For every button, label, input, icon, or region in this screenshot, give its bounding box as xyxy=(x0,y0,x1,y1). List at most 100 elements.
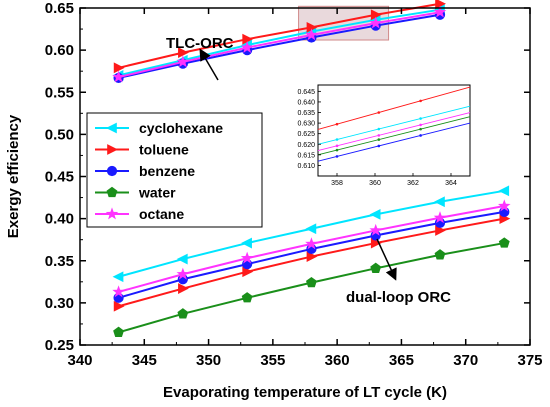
inset-x-tick-label: 362 xyxy=(407,180,419,187)
x-tick-label: 365 xyxy=(389,352,414,369)
legend-marker-toluene xyxy=(107,144,118,155)
data-point-octane-dual-5 xyxy=(433,211,447,224)
inset-frame xyxy=(317,84,471,177)
inset-point-cyclohexane-2 xyxy=(419,117,422,120)
inset-point-toluene-0 xyxy=(335,122,339,126)
inset-y-tick-label: 0.625 xyxy=(297,131,315,138)
inset-y-tick-label: 0.610 xyxy=(297,163,315,170)
inset-y-tick-label: 0.630 xyxy=(297,121,315,128)
data-point-water-dual-3 xyxy=(306,276,317,288)
inset-y-tick-label: 0.615 xyxy=(297,152,315,159)
data-point-octane-tlc-1 xyxy=(176,55,190,68)
data-point-toluene-tlc-0 xyxy=(113,62,125,74)
data-point-cyclohexane-dual-5 xyxy=(434,196,445,208)
data-point-toluene-tlc-3 xyxy=(306,21,318,33)
x-tick-label: 360 xyxy=(325,352,350,369)
inset-y-tick-label: 0.640 xyxy=(297,99,315,106)
data-point-octane-tlc-3 xyxy=(305,28,318,41)
annotation-dual-loop-orc: dual-loop ORC xyxy=(346,289,451,306)
y-tick-label: 0.65 xyxy=(45,0,74,17)
data-point-octane-dual-2 xyxy=(240,251,254,264)
inset-point-cyclohexane-1 xyxy=(377,127,381,131)
y-tick-label: 0.45 xyxy=(45,169,74,186)
data-point-octane-dual-4 xyxy=(369,223,382,236)
y-axis-title: Exergy efficiency xyxy=(5,114,22,238)
annotation-tlc-orc: TLC-ORC xyxy=(166,35,234,52)
legend-marker-octane xyxy=(105,207,119,220)
data-point-octane-dual-0 xyxy=(112,285,125,298)
y-tick-label: 0.40 xyxy=(45,211,74,228)
legend-label-toluene: toluene xyxy=(139,142,189,158)
y-tick-label: 0.60 xyxy=(45,42,74,59)
legend-label-octane: octane xyxy=(139,206,184,222)
x-tick-label: 370 xyxy=(453,352,478,369)
data-point-water-dual-6 xyxy=(498,237,510,248)
data-point-water-dual-2 xyxy=(241,292,253,303)
data-point-toluene-dual-2 xyxy=(242,266,254,278)
data-point-octane-tlc-4 xyxy=(369,16,382,29)
inset-point-toluene-1 xyxy=(377,111,381,114)
data-point-toluene-dual-0 xyxy=(113,300,125,312)
data-point-cyclohexane-dual-1 xyxy=(176,253,188,265)
inset-point-water-0 xyxy=(335,148,339,152)
data-point-octane-dual-1 xyxy=(176,267,190,280)
y-tick-label: 0.35 xyxy=(45,253,74,270)
inset-point-benzene-1 xyxy=(377,144,381,148)
inset-point-water-1 xyxy=(377,138,381,141)
data-point-toluene-tlc-5 xyxy=(435,0,446,10)
data-point-octane-dual-6 xyxy=(498,199,511,212)
inset-x-tick-label: 358 xyxy=(331,180,343,187)
y-tick-label: 0.50 xyxy=(45,126,74,143)
data-point-water-dual-0 xyxy=(113,326,124,337)
legend-marker-benzene xyxy=(106,165,118,177)
legend-label-water: water xyxy=(138,185,176,201)
annotation-arrow-dual xyxy=(376,238,397,281)
data-point-toluene-dual-3 xyxy=(306,251,318,262)
series-line-cyclohexane-tlc xyxy=(118,8,441,77)
data-point-octane-dual-3 xyxy=(305,237,318,250)
data-point-cyclohexane-dual-3 xyxy=(305,223,317,235)
inset-point-octane-0 xyxy=(335,144,339,148)
y-tick-label: 0.30 xyxy=(45,295,74,312)
inset-point-cyclohexane-0 xyxy=(335,138,339,141)
data-point-cyclohexane-dual-0 xyxy=(112,271,124,283)
data-point-water-dual-1 xyxy=(177,308,189,319)
data-point-water-dual-5 xyxy=(434,249,446,260)
series-line-benzene-tlc xyxy=(118,13,441,79)
y-tick-label: 0.55 xyxy=(45,84,74,101)
inset-y-tick-label: 0.645 xyxy=(297,89,315,96)
data-point-water-dual-4 xyxy=(370,262,382,273)
data-point-cyclohexane-dual-6 xyxy=(498,185,510,197)
x-tick-label: 355 xyxy=(260,352,285,369)
inset-x-tick-label: 364 xyxy=(445,180,457,187)
inset-point-toluene-2 xyxy=(419,99,422,103)
inset-y-tick-label: 0.620 xyxy=(297,142,315,149)
inset-line-benzene xyxy=(317,122,471,162)
inset-point-benzene-2 xyxy=(419,134,422,137)
inset-line-cyclohexane xyxy=(317,105,471,145)
data-point-cyclohexane-dual-4 xyxy=(369,209,381,220)
legend-marker-cyclohexane xyxy=(106,122,117,134)
inset-x-tick-label: 360 xyxy=(369,180,381,187)
x-tick-label: 375 xyxy=(517,352,542,369)
data-point-toluene-tlc-1 xyxy=(178,47,189,59)
inset-line-water xyxy=(317,116,471,156)
inset-point-octane-2 xyxy=(419,123,422,127)
legend-label-benzene: benzene xyxy=(139,163,195,179)
annotation-arrow-tlc xyxy=(199,48,219,81)
data-point-cyclohexane-dual-2 xyxy=(241,237,252,249)
data-point-octane-tlc-0 xyxy=(112,70,125,83)
x-tick-label: 340 xyxy=(67,352,92,369)
legend-label-cyclohexane: cyclohexane xyxy=(139,120,223,136)
data-point-octane-tlc-5 xyxy=(433,5,447,18)
data-point-toluene-dual-4 xyxy=(370,237,382,249)
data-point-toluene-tlc-2 xyxy=(242,33,254,45)
inset-y-tick-label: 0.635 xyxy=(297,110,315,117)
data-point-toluene-dual-1 xyxy=(178,283,189,294)
data-point-toluene-tlc-4 xyxy=(370,9,382,21)
x-tick-label: 345 xyxy=(132,352,157,369)
data-point-toluene-dual-5 xyxy=(435,225,446,236)
inset-point-octane-1 xyxy=(377,134,381,137)
